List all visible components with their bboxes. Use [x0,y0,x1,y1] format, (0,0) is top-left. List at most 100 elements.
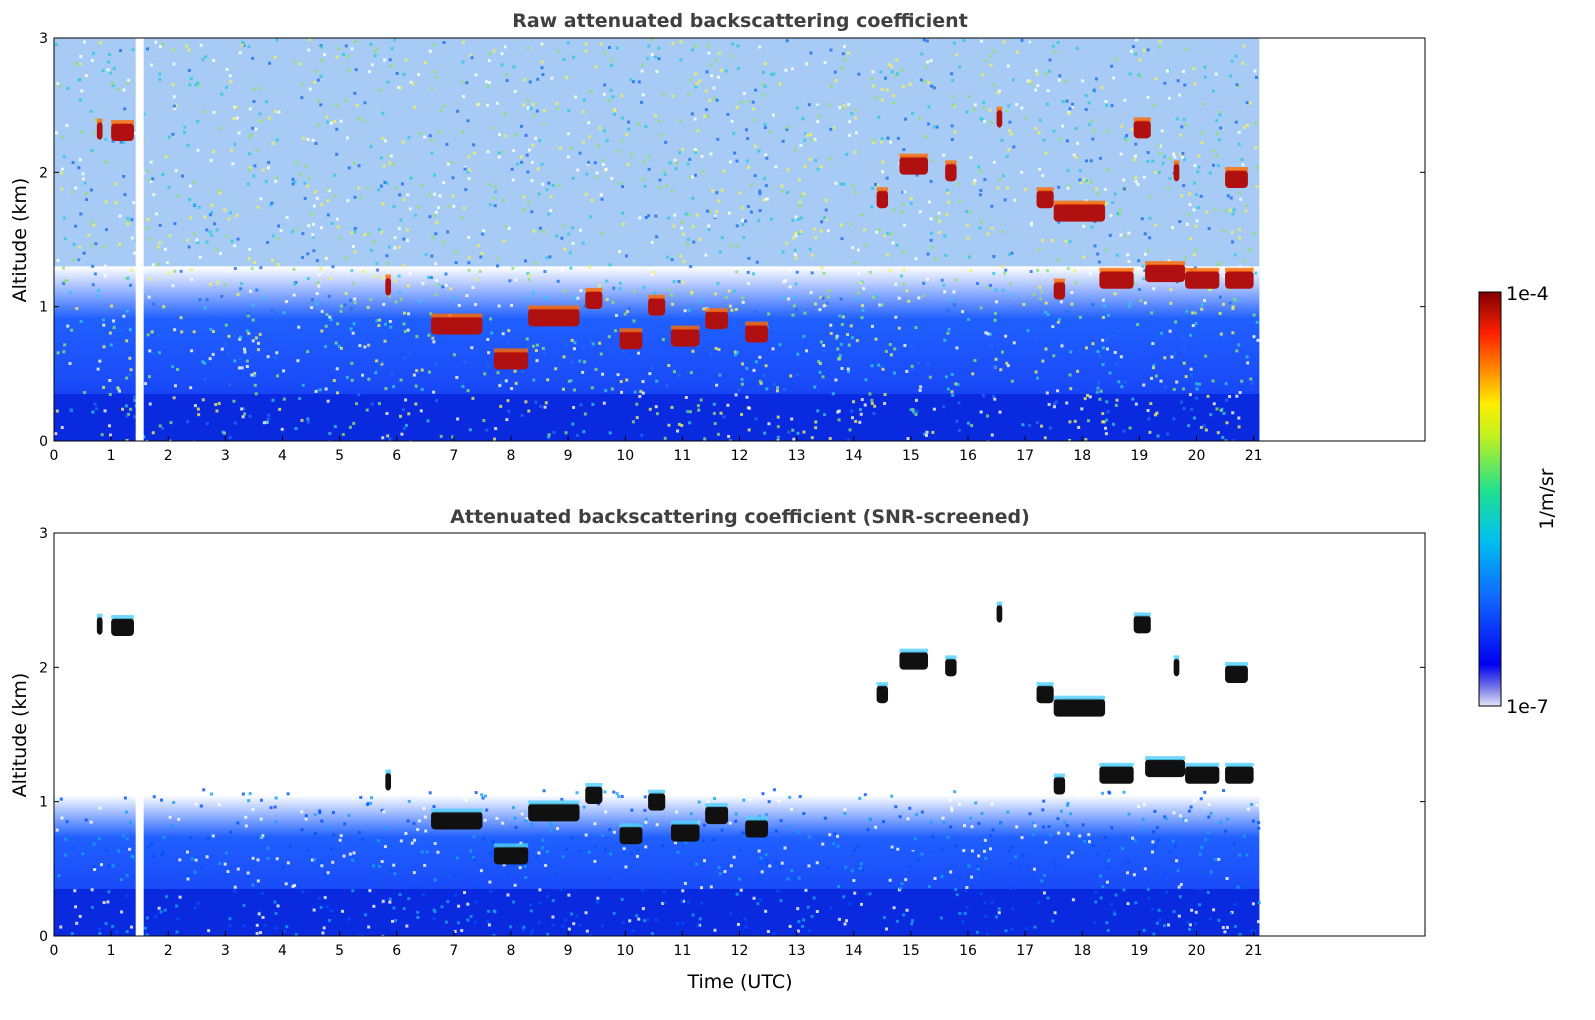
speckle [982,119,986,123]
speckle [258,112,262,116]
speckle [1193,164,1197,168]
speckle [520,160,524,164]
speckle [1189,367,1193,371]
speckle [60,167,64,171]
speckle [385,411,389,415]
speckle [1082,224,1086,228]
speckle [228,917,232,921]
speckle [1091,119,1095,123]
speckle [823,216,827,220]
speckle [331,265,335,269]
speckle [884,927,888,931]
speckle [1021,853,1025,857]
speckle [629,152,633,156]
speckle [870,401,874,405]
speckle [695,862,699,866]
x-tick-label: 18 [1073,448,1091,464]
speckle [1182,347,1186,351]
speckle [234,105,238,109]
speckle [870,324,874,328]
speckle [162,305,166,309]
speckle [179,266,183,270]
speckle [256,205,260,209]
speckle [587,135,591,139]
speckle [676,922,680,926]
speckle [91,264,95,268]
speckle [355,402,359,406]
speckle [78,158,82,162]
speckle [404,58,408,62]
speckle [714,346,718,350]
speckle [1051,44,1055,48]
speckle [562,355,566,359]
speckle [949,870,953,874]
speckle [765,387,769,391]
speckle [158,351,162,355]
speckle [547,212,551,216]
speckle [649,38,653,42]
speckle [326,187,330,191]
speckle [547,435,551,439]
speckle [267,413,271,417]
speckle [715,191,719,195]
speckle [235,214,239,218]
speckle [200,865,204,869]
speckle [84,74,88,78]
speckle [258,86,262,90]
speckle [176,917,180,921]
speckle [997,178,1001,182]
speckle [374,371,378,375]
speckle [419,409,423,413]
speckle [556,107,560,111]
speckle [93,272,97,276]
speckle [668,161,672,165]
speckle [616,373,620,377]
speckle [734,819,738,823]
speckle [863,793,867,797]
speckle [160,798,164,802]
speckle [1003,271,1007,275]
speckle [553,337,557,341]
speckle [643,919,647,923]
speckle [401,140,405,144]
speckle [1010,379,1014,383]
speckle [1161,161,1165,165]
speckle [953,130,957,134]
speckle [241,40,245,44]
speckle [1154,77,1158,81]
speckle [1089,272,1093,276]
speckle [1246,361,1250,365]
speckle [1204,428,1208,432]
speckle [817,360,821,364]
speckle [233,142,237,146]
speckle [209,327,213,331]
speckle [472,855,476,859]
speckle [433,173,437,177]
speckle [380,860,384,864]
speckle [981,872,985,876]
speckle [492,49,496,53]
speckle [765,156,769,160]
bottom-panel-title: Attenuated backscattering coefficient (S… [450,506,1030,528]
speckle [105,228,109,232]
speckle [127,78,131,82]
speckle [60,425,64,429]
speckle [527,409,531,413]
speckle [871,138,875,142]
speckle [996,186,1000,190]
speckle [787,824,791,828]
speckle [466,119,470,123]
speckle [1180,155,1184,159]
speckle [388,897,392,901]
speckle [363,233,367,237]
speckle [715,98,719,102]
speckle [671,94,675,98]
speckle [543,270,547,274]
speckle [575,791,579,795]
speckle [524,400,528,404]
speckle [132,395,136,399]
speckle [462,95,466,99]
speckle [768,130,772,134]
x-tick-label: 9 [564,448,573,464]
speckle [65,820,69,824]
